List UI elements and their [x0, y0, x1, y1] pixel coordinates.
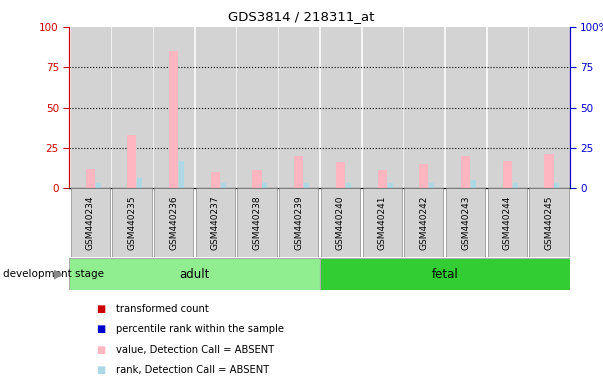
- Bar: [461, 156, 470, 188]
- Bar: [529, 188, 569, 257]
- Text: ■: ■: [96, 304, 106, 314]
- Bar: [346, 183, 351, 188]
- Text: percentile rank within the sample: percentile rank within the sample: [116, 324, 284, 334]
- Bar: [377, 170, 387, 188]
- Bar: [471, 180, 476, 188]
- Bar: [503, 161, 512, 188]
- Bar: [321, 188, 360, 257]
- Text: ▶: ▶: [54, 268, 63, 281]
- Bar: [96, 183, 101, 188]
- Bar: [294, 156, 303, 188]
- Bar: [446, 27, 485, 188]
- Text: development stage: development stage: [3, 269, 104, 279]
- Bar: [196, 188, 235, 257]
- Text: transformed count: transformed count: [116, 304, 209, 314]
- Text: GSM440238: GSM440238: [253, 195, 262, 250]
- Text: GSM440243: GSM440243: [461, 195, 470, 250]
- Bar: [554, 183, 560, 188]
- Bar: [238, 188, 277, 257]
- Bar: [488, 188, 527, 257]
- Text: GSM440239: GSM440239: [294, 195, 303, 250]
- Text: ■: ■: [96, 324, 106, 334]
- Bar: [221, 183, 226, 188]
- Bar: [304, 183, 309, 188]
- Text: GSM440244: GSM440244: [503, 195, 512, 250]
- Text: fetal: fetal: [431, 268, 458, 281]
- Text: GSM440237: GSM440237: [211, 195, 220, 250]
- Text: GSM440236: GSM440236: [169, 195, 178, 250]
- Bar: [112, 188, 151, 257]
- Text: ■: ■: [96, 365, 106, 375]
- Bar: [362, 188, 402, 257]
- Bar: [69, 258, 320, 290]
- Bar: [429, 183, 434, 188]
- Bar: [154, 27, 193, 188]
- Bar: [262, 183, 268, 188]
- Text: GSM440240: GSM440240: [336, 195, 345, 250]
- Text: ■: ■: [96, 345, 106, 355]
- Bar: [279, 188, 318, 257]
- Bar: [179, 161, 184, 188]
- Text: GSM440241: GSM440241: [377, 195, 387, 250]
- Bar: [488, 27, 527, 188]
- Bar: [238, 27, 277, 188]
- Bar: [446, 188, 485, 257]
- Bar: [154, 188, 193, 257]
- Bar: [112, 27, 151, 188]
- Bar: [279, 27, 318, 188]
- Text: GSM440245: GSM440245: [545, 195, 554, 250]
- Bar: [321, 27, 360, 188]
- Bar: [362, 27, 402, 188]
- Text: rank, Detection Call = ABSENT: rank, Detection Call = ABSENT: [116, 365, 269, 375]
- Text: GSM440235: GSM440235: [127, 195, 136, 250]
- Bar: [404, 27, 443, 188]
- Bar: [388, 183, 393, 188]
- Text: GSM440234: GSM440234: [86, 195, 95, 250]
- Bar: [320, 258, 570, 290]
- Bar: [169, 51, 178, 188]
- Bar: [253, 170, 262, 188]
- Bar: [419, 164, 429, 188]
- Text: adult: adult: [179, 268, 210, 281]
- Bar: [336, 162, 345, 188]
- Bar: [210, 172, 220, 188]
- Bar: [404, 188, 443, 257]
- Bar: [71, 188, 110, 257]
- Bar: [137, 179, 142, 188]
- Text: GDS3814 / 218311_at: GDS3814 / 218311_at: [229, 10, 374, 23]
- Bar: [529, 27, 569, 188]
- Bar: [196, 27, 235, 188]
- Bar: [513, 183, 518, 188]
- Text: value, Detection Call = ABSENT: value, Detection Call = ABSENT: [116, 345, 274, 355]
- Bar: [86, 169, 95, 188]
- Bar: [71, 27, 110, 188]
- Bar: [545, 154, 554, 188]
- Text: GSM440242: GSM440242: [419, 195, 428, 250]
- Bar: [127, 135, 136, 188]
